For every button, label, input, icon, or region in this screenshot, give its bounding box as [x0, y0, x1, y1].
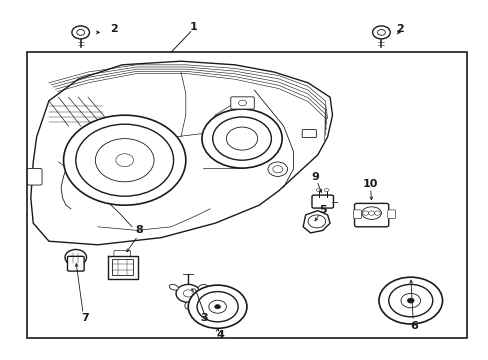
- Text: 7: 7: [81, 312, 89, 323]
- Circle shape: [202, 109, 282, 168]
- Ellipse shape: [184, 302, 191, 309]
- Circle shape: [176, 284, 200, 302]
- Circle shape: [267, 162, 287, 176]
- Text: 6: 6: [410, 321, 418, 331]
- Text: 4: 4: [216, 330, 224, 340]
- Circle shape: [188, 285, 246, 328]
- Ellipse shape: [169, 284, 178, 290]
- Polygon shape: [303, 211, 329, 233]
- Text: 2: 2: [110, 24, 118, 34]
- FancyBboxPatch shape: [311, 195, 333, 208]
- Text: 1: 1: [189, 22, 197, 32]
- Circle shape: [372, 26, 389, 39]
- FancyBboxPatch shape: [114, 251, 130, 256]
- Text: 2: 2: [395, 24, 403, 34]
- Text: 10: 10: [362, 179, 378, 189]
- FancyBboxPatch shape: [67, 256, 84, 271]
- Text: 3: 3: [200, 312, 208, 323]
- Bar: [27, 52, 466, 338]
- Ellipse shape: [324, 189, 328, 192]
- FancyBboxPatch shape: [354, 203, 388, 227]
- Circle shape: [307, 215, 325, 228]
- FancyBboxPatch shape: [353, 210, 361, 219]
- FancyBboxPatch shape: [230, 97, 254, 109]
- Text: 8: 8: [135, 225, 143, 235]
- Circle shape: [72, 26, 89, 39]
- Circle shape: [378, 277, 442, 324]
- Ellipse shape: [198, 284, 207, 290]
- Bar: [112, 259, 133, 275]
- FancyBboxPatch shape: [387, 210, 395, 219]
- Text: 5: 5: [318, 204, 326, 215]
- Text: 9: 9: [311, 172, 319, 182]
- Polygon shape: [31, 61, 332, 245]
- Circle shape: [63, 115, 185, 205]
- Ellipse shape: [316, 189, 321, 192]
- Circle shape: [65, 249, 86, 265]
- FancyBboxPatch shape: [302, 130, 316, 138]
- FancyBboxPatch shape: [27, 168, 42, 185]
- Circle shape: [214, 305, 220, 309]
- Polygon shape: [107, 256, 138, 279]
- Circle shape: [407, 298, 413, 303]
